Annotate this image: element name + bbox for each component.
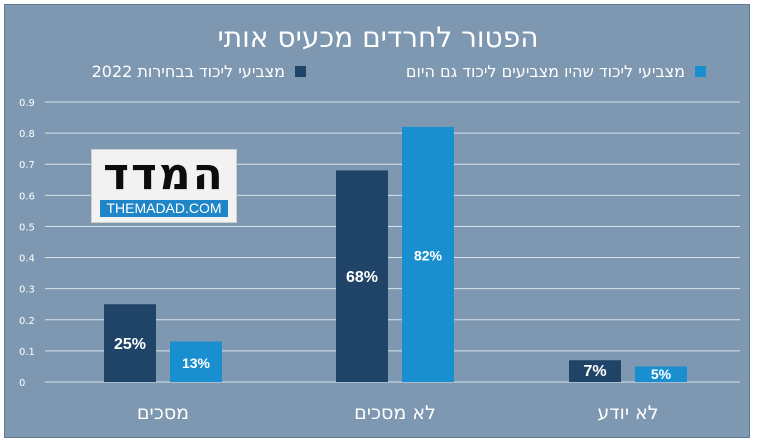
y-tick-label: 0.9	[19, 98, 35, 109]
x-category-label: לא מסכים	[354, 402, 436, 424]
x-axis-labels: מסכים לא מסכים לא יודע	[137, 402, 659, 424]
data-label: 25%	[114, 336, 146, 353]
bar	[336, 170, 388, 382]
legend: מצביעי ליכוד בבחירות 2022 מצביעי ליכוד שה…	[92, 62, 706, 81]
chart-title: הפטור לחרדים מכעיס אותי	[217, 21, 538, 54]
bars: 25% 68% 7% 13% 82% 5%	[104, 126, 687, 382]
bar	[402, 126, 454, 382]
bar-chart: הפטור לחרדים מכעיס אותי מצביעי ליכוד בבח…	[19, 21, 740, 424]
data-label: 7%	[583, 363, 606, 380]
y-tick-label: 0.3	[19, 285, 35, 296]
bar	[569, 360, 621, 382]
chart-frame: הפטור לחרדים מכעיס אותי מצביעי ליכוד בבח…	[4, 4, 750, 438]
y-tick-label: 0.6	[19, 191, 35, 202]
themadad-logo: המדד THEMADAD.COM	[91, 149, 237, 223]
y-tick-label: 0.8	[19, 129, 35, 140]
x-category-label: מסכים	[137, 402, 189, 424]
data-label: 13%	[182, 355, 211, 371]
bar	[635, 366, 687, 382]
legend-label: מצביעי ליכוד שהיו מצביעים ליכוד גם היום	[406, 62, 685, 81]
bar	[170, 341, 222, 382]
legend-swatch	[695, 66, 706, 77]
x-category-label: לא יודע	[597, 402, 658, 424]
bar	[104, 304, 156, 382]
y-tick-label: 0.5	[19, 222, 35, 233]
y-tick-label: 0	[19, 378, 25, 389]
legend-label: מצביעי ליכוד בבחירות 2022	[92, 62, 285, 81]
y-tick-label: 0.2	[19, 316, 35, 327]
legend-swatch	[295, 66, 306, 77]
data-label: 82%	[414, 247, 443, 263]
data-label: 5%	[651, 366, 672, 382]
data-label: 68%	[346, 269, 378, 286]
logo-subtext: THEMADAD.COM	[100, 200, 228, 217]
y-tick-label: 0.1	[19, 347, 35, 358]
logo-text: המדד	[103, 149, 225, 200]
y-axis-ticks: 0 0.1 0.2 0.3 0.4 0.5 0.6 0.7 0.8 0.9	[19, 98, 35, 389]
y-tick-label: 0.7	[19, 160, 35, 171]
y-tick-label: 0.4	[19, 254, 35, 265]
